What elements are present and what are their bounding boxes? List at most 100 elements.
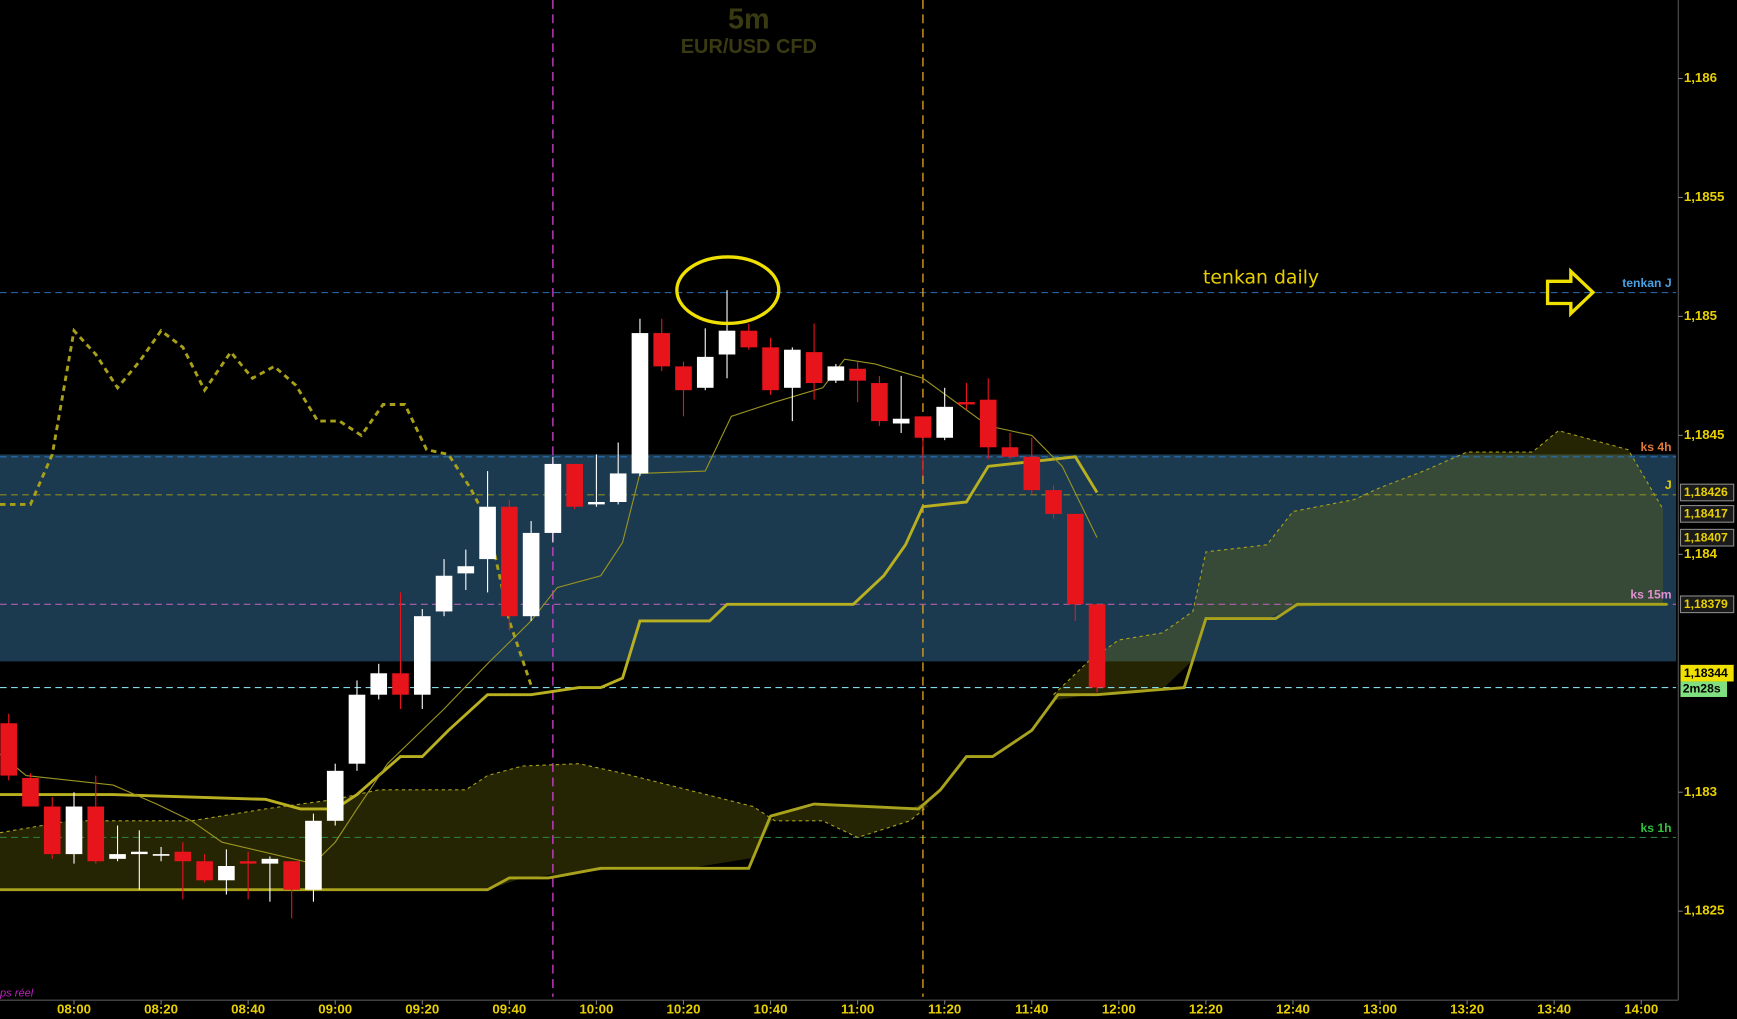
price-tag [1679,595,1735,614]
x-tick-label: 13:00 [1363,1002,1397,1017]
price-tag-label: 1,18417 [1684,507,1728,521]
x-tick-label: 11:40 [1015,1002,1048,1017]
arrow [1545,267,1596,318]
highlight-ellipse [675,255,781,326]
level-label: tenkan J [1622,276,1671,290]
candle-body [784,349,801,388]
x-tick-label: 09:20 [405,1002,439,1017]
candle-body [413,616,431,695]
x-tick-label: 11:20 [928,1002,961,1017]
cloud [0,763,928,890]
candle-body [131,851,148,855]
price-tag [1679,483,1735,502]
x-tick-label: 08:40 [231,1002,265,1017]
y-tick-label: 1,186 [1684,70,1717,85]
candle-body [892,418,910,424]
status-text: ps réel [0,987,34,999]
x-tick-label: 13:40 [1537,1002,1571,1017]
countdown-label: 2m28s [1683,681,1721,695]
candle-body [1066,513,1084,605]
plot-area [0,0,1677,997]
x-tick-label: 12:00 [1102,1002,1136,1017]
x-tick-label: 09:00 [318,1002,352,1017]
x-tick-label: 08:00 [57,1002,91,1017]
candle-body [43,806,61,855]
candle-body [87,806,105,862]
price-tag-label: 1,18426 [1684,485,1728,499]
x-tick-label: 12:20 [1189,1002,1223,1017]
candle-body [261,858,279,864]
candle-body [174,851,192,862]
x-tick-label: 08:20 [144,1002,178,1017]
axes: tenkan J ks 4h Jks 15m ks 1h 1,1825 1,183 1,18… [57,70,1735,1017]
indicator-line [0,763,928,839]
candle-body [501,506,518,617]
price-tag [1679,528,1735,547]
candle-body [914,416,932,438]
y-tick-label: 1,1845 [1684,427,1725,442]
candle-body [283,861,300,890]
candle-body [370,673,388,695]
zone [0,454,1677,662]
x-tick-label: 12:40 [1276,1002,1310,1017]
indicator-line [0,327,533,686]
indicator-line [0,358,1098,865]
y-tick-label: 1,1825 [1684,903,1725,918]
candle-body [348,694,366,764]
candle-body [239,861,257,864]
candle-body [0,723,18,776]
candle-body [936,406,954,438]
y-tick-label: 1,185 [1684,308,1718,323]
candle-body [1088,604,1106,688]
x-tick-label: 10:20 [667,1002,701,1017]
candle-body [958,402,975,405]
candle-body [675,366,692,391]
x-tick-label: 10:00 [579,1002,613,1017]
indicator-line [1053,430,1664,696]
candle-body [65,806,83,855]
last-price-tag [1680,664,1734,682]
candle-body [1045,490,1062,514]
candle-body [1023,456,1041,491]
chart-title: 5m [728,4,770,36]
candle-body [479,506,496,560]
countdown-tag [1680,681,1728,697]
annotation: tenkan daily [1203,268,1319,289]
candle-body [435,575,453,612]
x-tick-label: 13:20 [1450,1002,1484,1017]
price-tag-label: 1,18379 [1684,597,1728,611]
level-label: ks 4h [1640,440,1671,454]
indicator-line [0,455,1099,811]
candle-body [196,861,213,881]
level-label: ks 15m [1630,588,1671,602]
candle-body [588,501,605,505]
y-tick-label: 1,1855 [1684,189,1725,204]
candle-body [457,566,475,574]
candle-body [871,383,888,422]
x-tick-label: 10:40 [754,1002,788,1017]
x-tick-label: 09:40 [492,1002,526,1017]
price-tag [1679,505,1735,523]
candle-body [22,777,39,807]
x-tick-label: 14:00 [1624,1002,1658,1017]
indicator-line [0,602,1668,892]
candle-body [827,366,845,381]
level-label: ks 1h [1640,821,1671,835]
candle-body [566,463,583,507]
candle-body [1001,447,1019,457]
candle-body [152,854,170,856]
candle-body [718,330,736,355]
candle-body [696,356,714,388]
candle-body [805,352,823,384]
candle-body [849,368,866,381]
x-tick-label: 11:00 [841,1002,874,1017]
candle-body [544,463,562,533]
chart-subtitle: EUR/USD CFD [681,36,817,58]
candle-body [979,399,997,448]
candle-body [609,473,627,502]
price-tag-label: 1,18407 [1684,530,1728,544]
cloud [1053,430,1664,701]
candle-body [218,865,235,881]
